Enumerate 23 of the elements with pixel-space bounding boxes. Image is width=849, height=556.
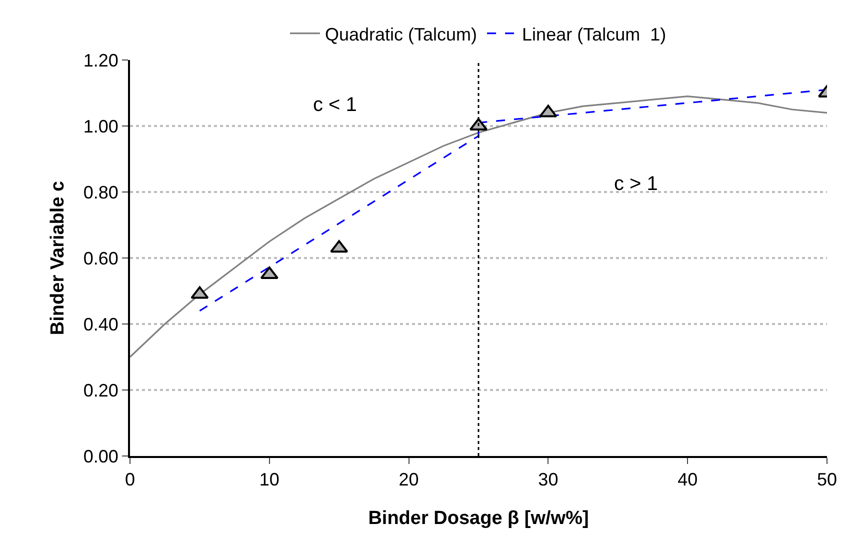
y-tick-label: 1.20 (83, 50, 118, 70)
x-tick-label: 30 (538, 470, 558, 490)
y-axis-title: Binder Variable c (48, 180, 69, 336)
legend-label: Linear (Talcum 1) (522, 24, 666, 44)
y-tick-label: 0.80 (83, 182, 118, 202)
x-axis-title: Binder Dosage β [w/w%] (368, 508, 589, 529)
point (330, 240, 348, 253)
line-series (130, 96, 827, 358)
x-tick-label: 40 (678, 470, 698, 490)
annotation: c < 1 (313, 94, 357, 116)
x-tick-label: 0 (124, 470, 136, 490)
point (539, 104, 558, 118)
x-tick-label: 50 (816, 470, 838, 490)
point (190, 286, 209, 299)
y-tick-label: 1.00 (83, 116, 118, 136)
x-tick-label: 20 (398, 470, 419, 490)
y-tick-label: 0.60 (83, 248, 118, 268)
y-tick-label: 0.40 (83, 314, 118, 334)
legend-label: Quadratic (Talcum) (325, 24, 478, 44)
x-tick-label: 10 (259, 470, 280, 490)
y-tick-label: 0.00 (83, 446, 118, 466)
y-tick-label: 0.20 (83, 380, 118, 400)
annotation: c > 1 (614, 173, 658, 195)
